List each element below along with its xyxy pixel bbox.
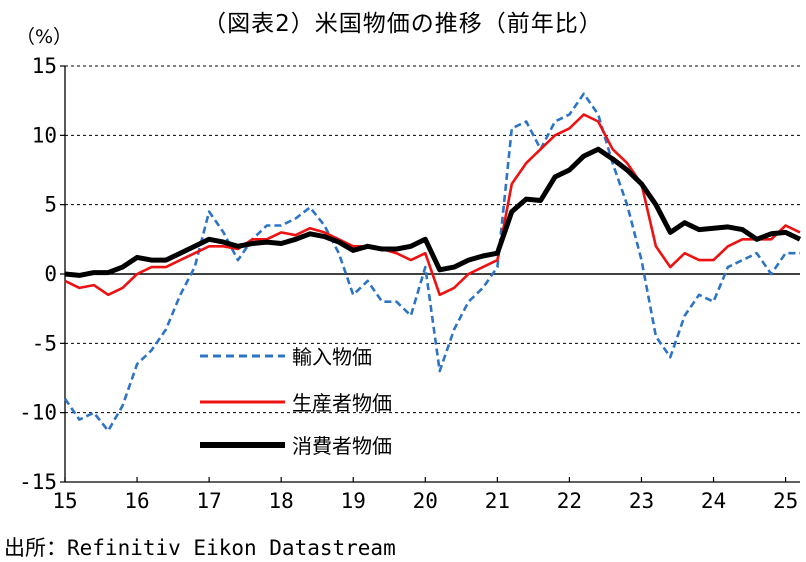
x-tick-label: 17 — [196, 489, 221, 513]
x-tick-labels: 15 16 17 18 19 20 21 22 23 24 25 — [52, 489, 798, 513]
y-tick-label: 15 — [32, 54, 57, 78]
series-line-3 — [64, 146, 802, 278]
legend-label: 生産者物価 — [292, 391, 392, 415]
gridlines — [65, 65, 800, 414]
x-tick-label: 23 — [629, 489, 654, 513]
y-tick-label: -15 — [19, 470, 57, 494]
series-line-2 — [64, 113, 801, 297]
y-axis-unit-label: （%） — [16, 26, 73, 48]
y-tick-label: -10 — [19, 401, 57, 425]
x-tick-label: 16 — [124, 489, 149, 513]
x-tick-label: 20 — [413, 489, 438, 513]
x-tick-label: 19 — [341, 489, 366, 513]
y-tick-label: 5 — [44, 193, 57, 217]
chart-title: （図表2）米国物価の推移（前年比） — [203, 11, 603, 37]
x-tick-label: 15 — [52, 489, 77, 513]
x-tick-label: 24 — [701, 489, 726, 513]
legend-label: 輸入物価 — [292, 345, 372, 369]
series-line-1 — [63, 92, 800, 433]
y-tick-label: -5 — [32, 331, 57, 355]
series-lines — [63, 92, 802, 433]
x-tick-label: 18 — [269, 489, 294, 513]
source-note: 出所：Refinitiv Eikon Datastream — [4, 536, 396, 560]
y-tick-label: 10 — [32, 123, 57, 147]
legend-label: 消費者物価 — [292, 434, 392, 458]
y-tick-labels: -15 -10 -5 0 5 10 15 — [19, 54, 57, 494]
y-tick-label: 0 — [44, 262, 57, 286]
x-tick-label: 25 — [773, 489, 798, 513]
x-tick-label: 22 — [557, 489, 582, 513]
x-tick-label: 21 — [485, 489, 510, 513]
